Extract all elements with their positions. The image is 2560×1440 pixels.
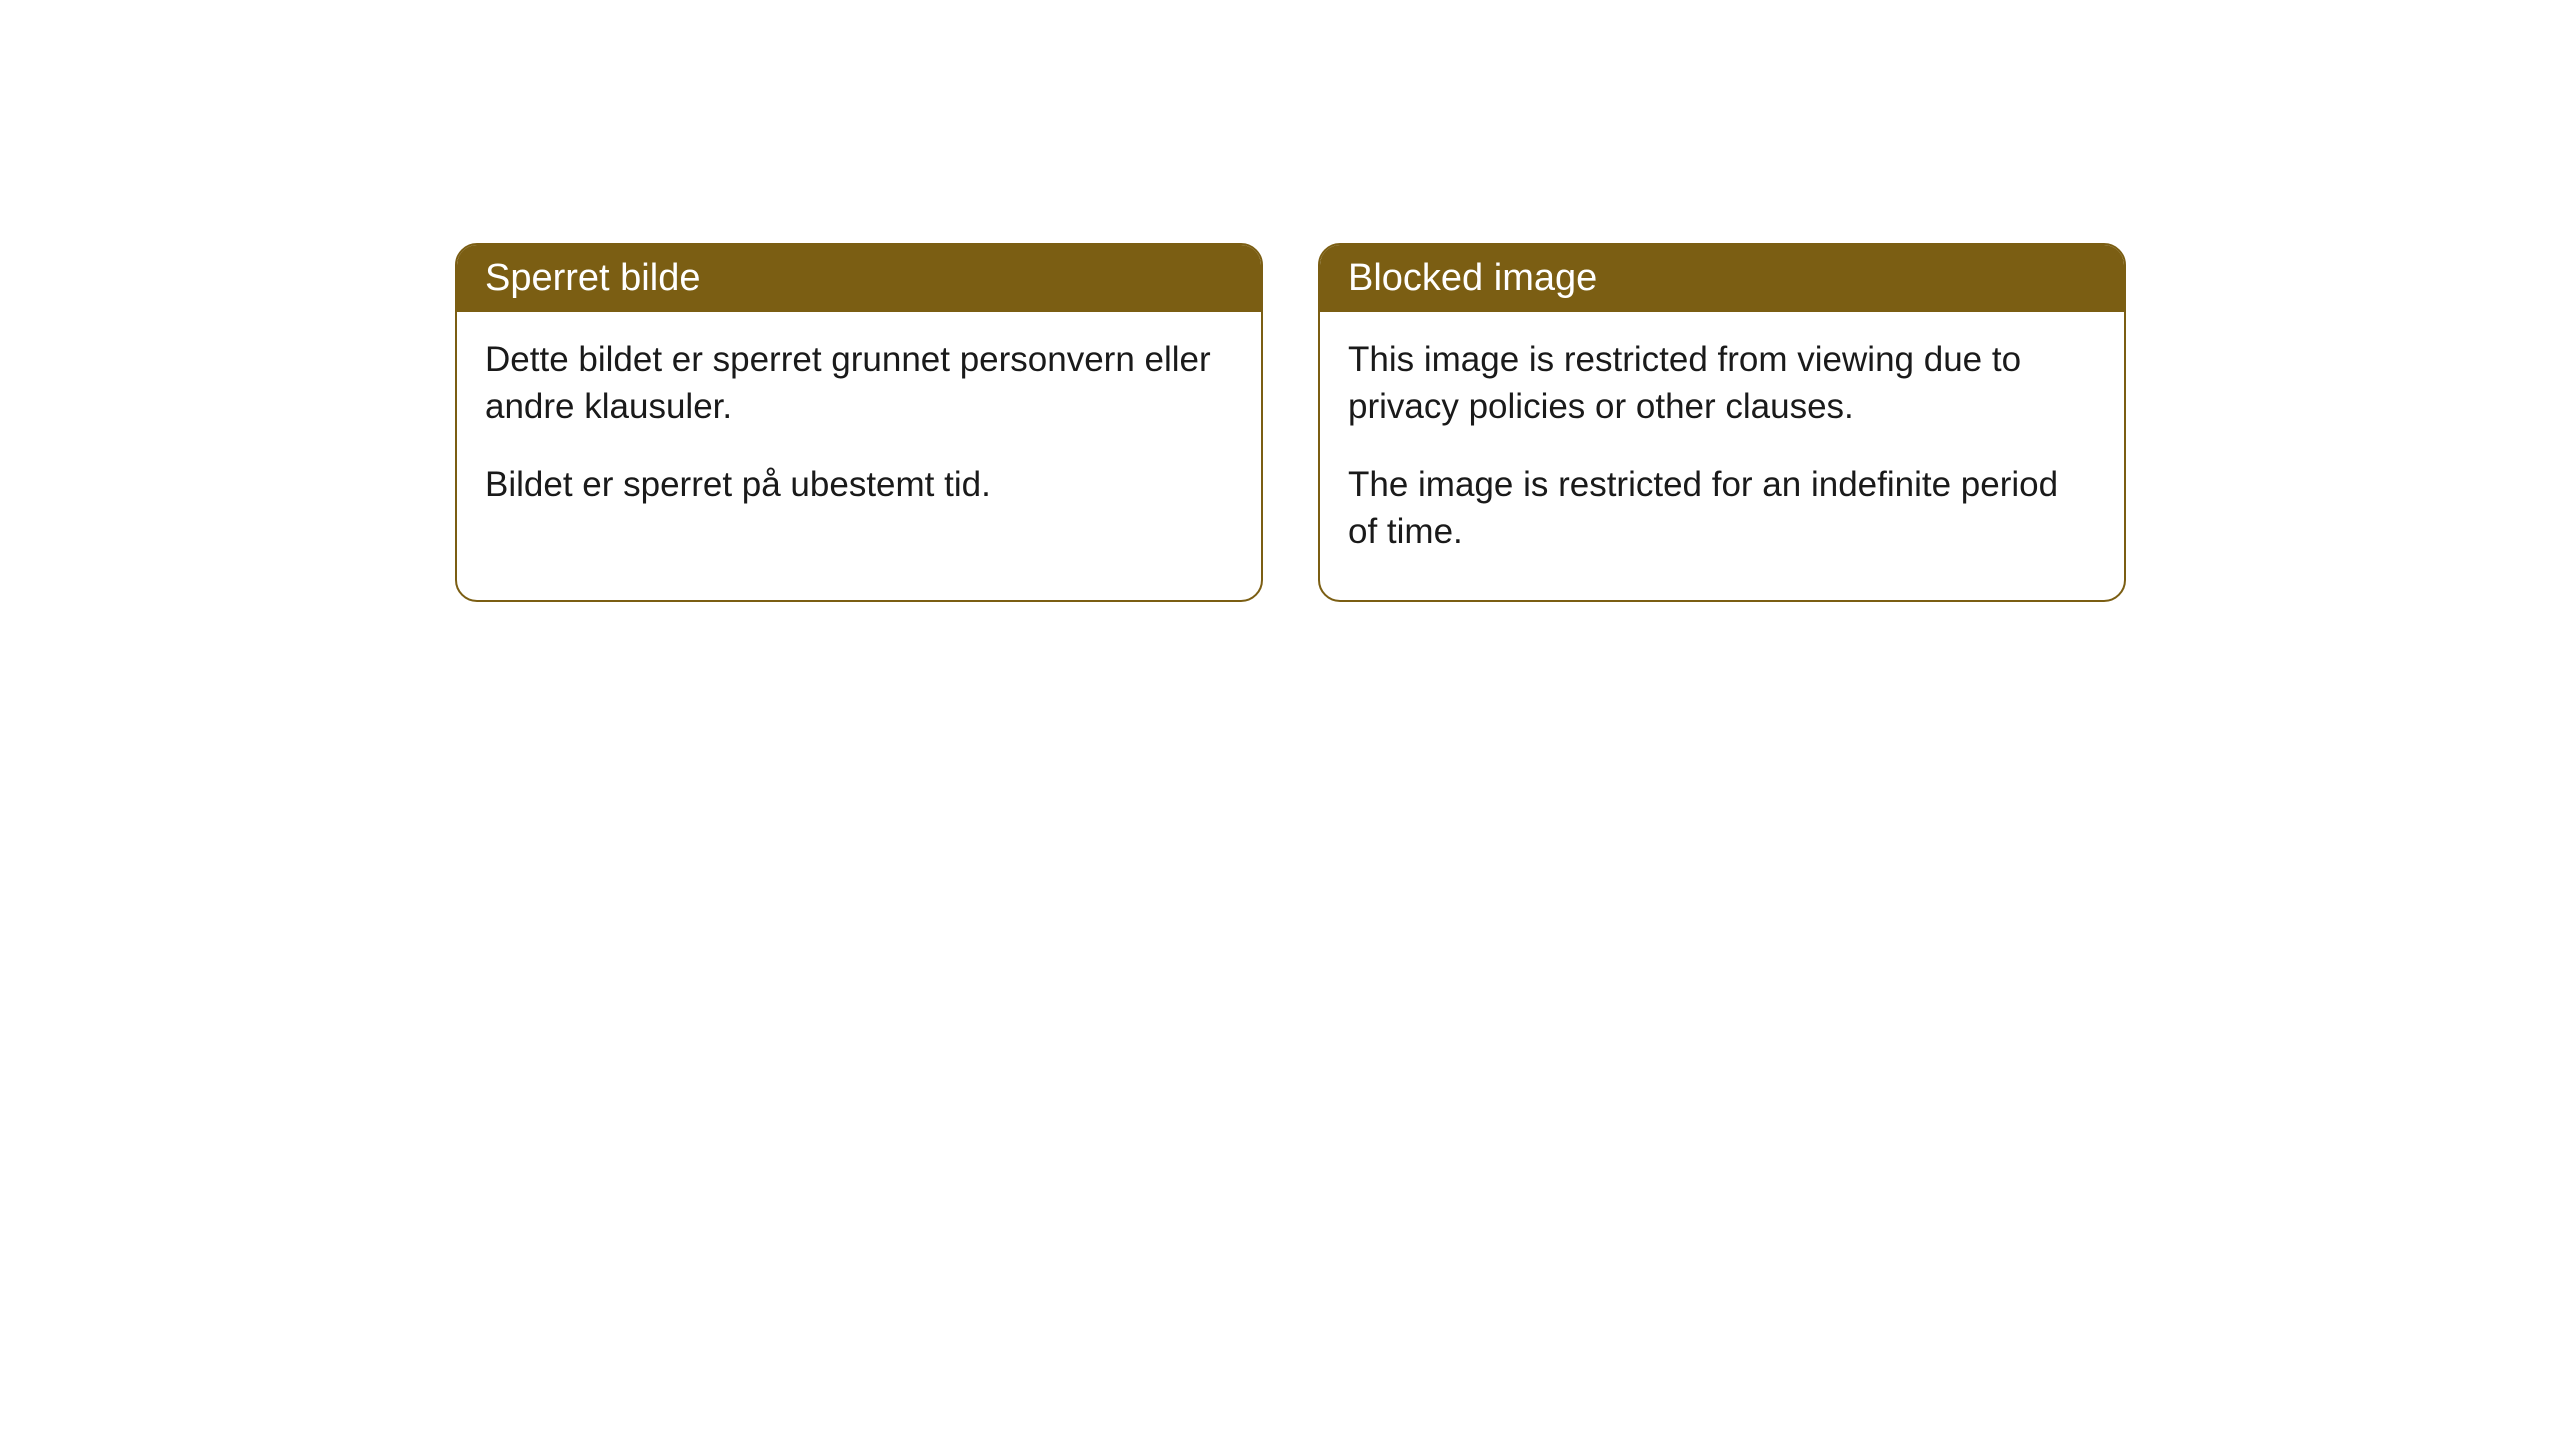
card-paragraph-1: This image is restricted from viewing du…: [1348, 336, 2096, 431]
notice-card-english: Blocked image This image is restricted f…: [1318, 243, 2126, 602]
card-paragraph-2: Bildet er sperret på ubestemt tid.: [485, 461, 1233, 508]
card-paragraph-2: The image is restricted for an indefinit…: [1348, 461, 2096, 556]
notice-cards-container: Sperret bilde Dette bildet er sperret gr…: [455, 243, 2560, 602]
card-title: Blocked image: [1348, 257, 1597, 299]
card-header-english: Blocked image: [1320, 245, 2124, 312]
notice-card-norwegian: Sperret bilde Dette bildet er sperret gr…: [455, 243, 1263, 602]
card-header-norwegian: Sperret bilde: [457, 245, 1261, 312]
card-body-english: This image is restricted from viewing du…: [1320, 312, 2124, 600]
card-title: Sperret bilde: [485, 257, 700, 299]
card-body-norwegian: Dette bildet er sperret grunnet personve…: [457, 312, 1261, 553]
card-paragraph-1: Dette bildet er sperret grunnet personve…: [485, 336, 1233, 431]
